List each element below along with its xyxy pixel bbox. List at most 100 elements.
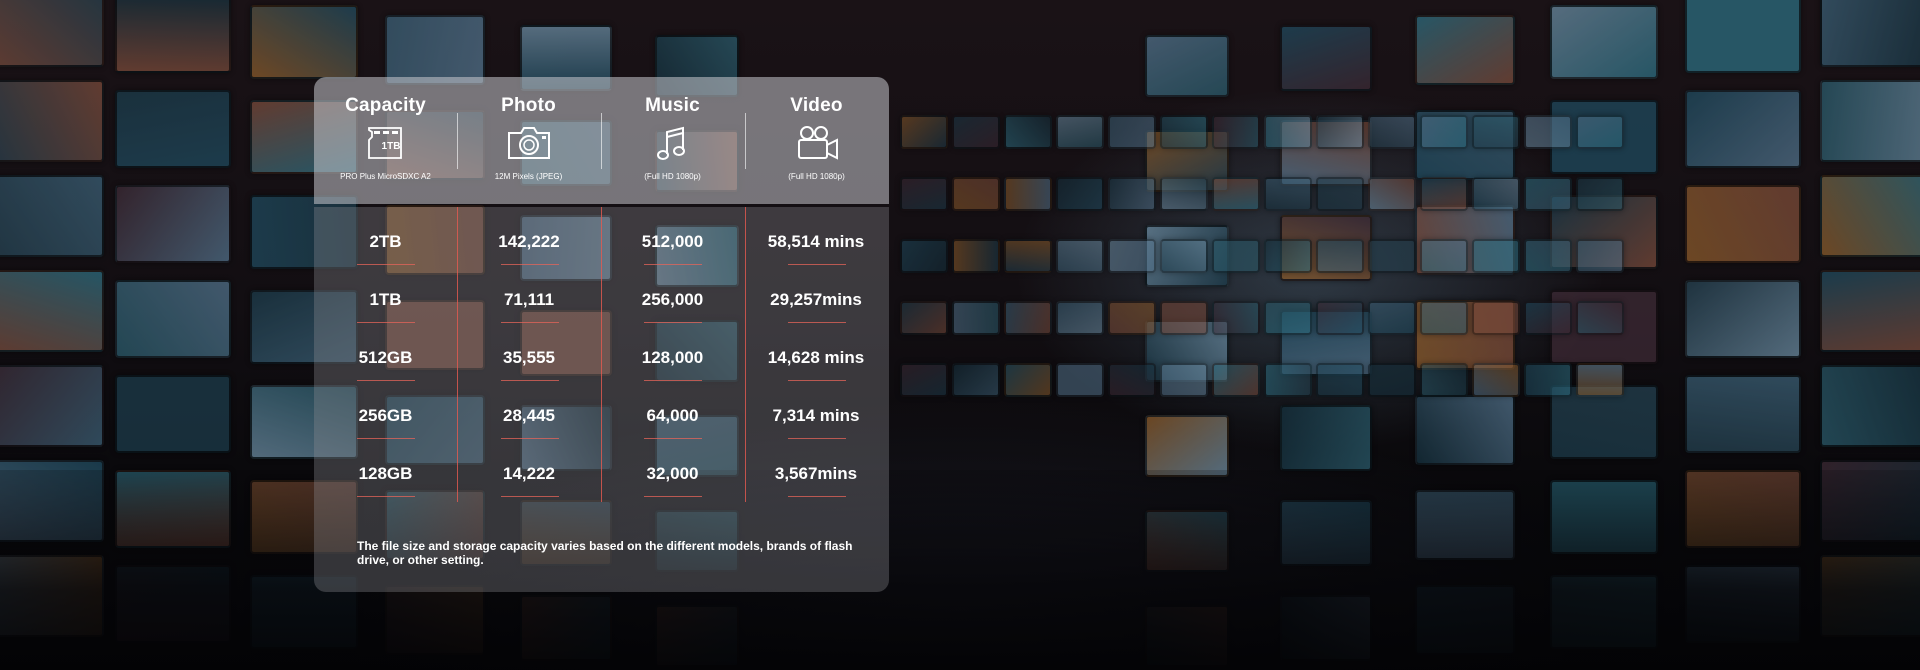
video-wall-screen	[1550, 385, 1658, 459]
video-wall-screen	[1264, 115, 1312, 149]
video-wall-screen	[1550, 5, 1658, 79]
video-wall-screen	[1212, 301, 1260, 335]
video-wall-screen	[1280, 25, 1372, 91]
header-photo: Photo 12M Pixels (JPEG)	[457, 77, 600, 204]
row-underline	[787, 496, 846, 497]
video-wall-screen	[1264, 363, 1312, 397]
video-wall-screen	[385, 15, 485, 85]
storage-capacity-table: Capacity 1TB PRO Plus MicroSDXC A2 Photo	[314, 77, 889, 592]
video-wall-screen	[1524, 363, 1572, 397]
music-note-icon	[656, 126, 685, 160]
video-wall-screen	[520, 215, 612, 281]
video-wall-screen	[115, 90, 231, 168]
video-wall-screen	[1160, 301, 1208, 335]
header-divider	[745, 113, 746, 169]
video-wall-screen	[1316, 239, 1364, 273]
video-wall-screen	[1472, 177, 1520, 211]
video-wall-screen	[1820, 175, 1920, 257]
row-underline	[500, 438, 559, 439]
row-underline	[644, 438, 702, 439]
video-wall-screen	[1108, 301, 1156, 335]
header-capacity: Capacity 1TB PRO Plus MicroSDXC A2	[314, 77, 457, 204]
video-wall-screen	[1108, 363, 1156, 397]
video-wall-screen	[1524, 115, 1572, 149]
card-capacity-label: 1TB	[381, 141, 400, 152]
table-cell-photo: 142,222	[498, 232, 560, 251]
reflective-floor	[0, 470, 1920, 670]
column-divider	[745, 207, 746, 502]
table-cell-video: 58,514 mins	[767, 232, 865, 251]
video-wall-screen	[115, 0, 231, 73]
video-wall-screen	[385, 205, 485, 275]
table-cell-music: 32,000	[646, 464, 699, 483]
video-wall-screen	[1576, 239, 1624, 273]
video-wall-screen	[1415, 15, 1515, 85]
video-wall-screen	[1212, 363, 1260, 397]
video-wall-screen	[385, 300, 485, 370]
table-cell-photo: 71,111	[503, 290, 555, 309]
video-wall-screen	[1160, 239, 1208, 273]
video-wall-screen	[1004, 301, 1052, 335]
video-wall-screen	[1524, 177, 1572, 211]
video-wall-screen	[952, 239, 1000, 273]
video-wall-screen	[115, 280, 231, 358]
table-cell-capacity: 1TB	[369, 290, 402, 309]
table-cell-music: 256,000	[641, 290, 704, 309]
row-underline	[644, 496, 702, 497]
table-cell-photo: 28,445	[503, 406, 555, 425]
video-wall-screen	[655, 415, 739, 477]
video-wall-screen	[1056, 115, 1104, 149]
row-underline	[644, 380, 702, 381]
video-wall-screen	[1056, 363, 1104, 397]
video-wall-screen	[1820, 270, 1920, 352]
table-cell-photo: 14,222	[503, 464, 555, 483]
video-wall-screen	[1316, 115, 1364, 149]
video-wall-screen	[1420, 177, 1468, 211]
video-wall-screen	[952, 115, 1000, 149]
video-wall-screen	[1368, 115, 1416, 149]
row-underline	[357, 438, 415, 439]
video-wall-screen	[1368, 301, 1416, 335]
table-cell-music: 64,000	[646, 406, 699, 425]
column-divider	[457, 207, 458, 502]
video-wall-screen	[1472, 363, 1520, 397]
video-wall-screen	[952, 301, 1000, 335]
video-wall-screen	[1472, 115, 1520, 149]
video-wall-screen	[1004, 239, 1052, 273]
video-wall-screen	[1524, 239, 1572, 273]
row-underline	[357, 322, 415, 323]
video-wall-screen	[1056, 301, 1104, 335]
video-wall-screen	[1212, 177, 1260, 211]
row-underline	[500, 380, 559, 381]
column-title: Photo	[501, 95, 556, 116]
video-wall-screen	[250, 5, 358, 79]
table-cell-capacity: 256GB	[358, 406, 413, 425]
video-wall-screen	[1056, 239, 1104, 273]
video-wall-screen	[520, 310, 612, 376]
video-wall-screen	[1316, 177, 1364, 211]
table-cell-video: 29,257mins	[770, 290, 862, 309]
header-divider	[601, 113, 602, 169]
video-wall-screen	[1524, 301, 1572, 335]
video-wall-screen	[1145, 35, 1229, 97]
video-wall-screen	[1685, 185, 1801, 263]
video-wall-screen	[655, 320, 739, 382]
video-wall-screen	[1160, 363, 1208, 397]
video-wall-screen	[1160, 115, 1208, 149]
video-wall-screen	[1368, 177, 1416, 211]
video-wall-screen	[1368, 363, 1416, 397]
video-wall-screen	[0, 270, 104, 352]
header-video: Video (Full HD 1080p)	[745, 77, 888, 204]
microsd-card-icon: 1TB	[367, 127, 402, 159]
video-wall-screen	[952, 363, 1000, 397]
video-wall-screen	[1108, 177, 1156, 211]
video-wall-screen	[385, 395, 485, 465]
video-wall-screen	[1368, 239, 1416, 273]
video-wall-screen	[1264, 177, 1312, 211]
row-underline	[357, 264, 415, 265]
disclaimer-note: The file size and storage capacity varie…	[357, 539, 853, 567]
video-wall-screen	[0, 80, 104, 162]
table-cell-capacity: 2TB	[369, 232, 402, 251]
row-underline	[644, 322, 702, 323]
